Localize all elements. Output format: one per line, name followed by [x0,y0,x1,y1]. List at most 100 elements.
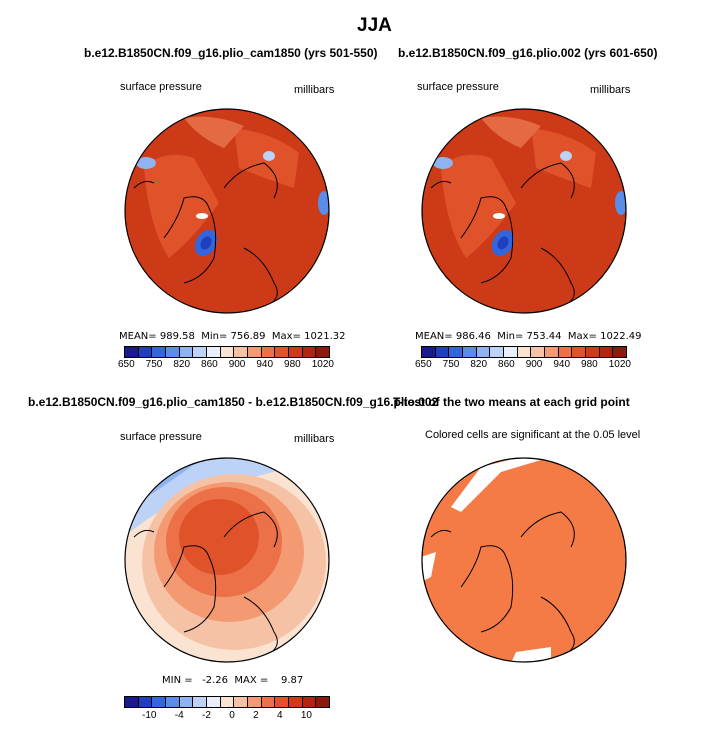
low-pressure-region [433,157,453,169]
non-significant-region [451,458,551,512]
colorbar-swatch [207,697,221,707]
colorbar-tick-label: 940 [256,359,274,370]
colorbar-swatch [289,347,303,357]
max-label: Max= [567,331,597,342]
map-field [422,458,626,662]
colorbar-swatch [152,697,167,707]
panel-title-top-left: b.e12.B1850CN.f09_g16.plio_cam1850 (yrs … [84,46,378,60]
colorbar-swatch [449,347,464,357]
mean-value: 989.58 [159,331,195,342]
colorbar-tick-label: 980 [581,359,598,370]
colorbar-swatch [248,347,262,357]
coastline [430,511,575,658]
colorbar-tick-label: 2 [253,710,259,721]
land-region [481,116,541,148]
colorbar-tick-label: 750 [442,359,460,370]
polar-map-top-right [421,108,627,314]
non-significant-region [422,552,436,582]
mean-label: MEAN= [415,331,453,342]
anomaly-region [179,499,259,575]
colorbar-tick-label: -10 [142,710,157,721]
colorbar-tick-label: 980 [284,359,301,370]
colorbar-tick-label: 940 [553,359,571,370]
colorbar-swatch [234,347,249,357]
colorbar-tick-label: -4 [174,710,184,721]
colorbar-swatch [476,347,491,357]
min-label: Min= [201,331,228,342]
max-value: 1022.49 [600,331,642,342]
stats-top-left: MEAN= 989.58 Min= 756.89 Max= 1021.32 [119,331,345,342]
polar-map-bottom-left [124,457,330,663]
colorbar-swatch [220,347,235,357]
coastline [133,162,278,309]
colorbar-tick-label: 820 [173,359,191,370]
colorbar-top-right [421,346,627,358]
max-value: 1021.32 [304,331,346,342]
colorbar-swatch [490,347,505,357]
colorbar-swatch [302,347,317,357]
high-pressure-region [196,213,208,219]
colorbar-swatch [166,347,180,357]
units-label-bottom-left: millibars [294,433,335,445]
colorbar-swatch [435,347,450,357]
colorbar-swatch [207,347,221,357]
low-pressure-region [497,236,509,250]
colorbar-tick-label: 1020 [311,359,334,370]
colorbar-swatch [531,347,546,357]
low-pressure-region [200,236,212,250]
ttest-subtitle: Colored cells are significant at the 0.0… [425,429,641,441]
colorbar-swatch [166,697,180,707]
colorbar-swatch [261,697,276,707]
colorbar-swatch [220,697,235,707]
stats-top-right: MEAN= 986.46 Min= 753.44 Max= 1022.49 [415,331,641,342]
non-significant-region [511,647,551,662]
colorbar-swatch [586,347,600,357]
min-value: 753.44 [526,331,562,342]
colorbar-tick-label: 650 [118,359,135,370]
colorbar-top-left [124,346,330,358]
colorbar-swatch [125,697,139,707]
colorbar-swatch [572,347,587,357]
colorbar-swatch [316,697,330,707]
colorbar-swatch [248,697,262,707]
colorbar-swatch [463,347,477,357]
colorbar-swatch [517,347,532,357]
low-pressure-region [560,151,572,161]
colorbar-tick-label: 650 [415,359,432,370]
colorbar-swatch [316,347,330,357]
colorbar-tick-label: 0 [229,710,235,721]
colorbar-tick-label: 900 [525,359,543,370]
colorbar-tick-label: 10 [300,710,312,721]
panel-title-top-right: b.e12.B1850CN.f09_g16.plio.002 (yrs 601-… [398,46,658,60]
min-value: 756.89 [230,331,266,342]
variable-label-top-right: surface pressure [417,81,499,93]
stats-bottom-left: MIN = -2.26 MAX = 9.87 [162,675,304,686]
panel-title-bottom-left: b.e12.B1850CN.f09_g16.plio_cam1850 - b.e… [28,395,439,409]
variable-label-bottom-left: surface pressure [120,431,202,443]
high-pressure-region [493,213,505,219]
colorbar-swatch [152,347,167,357]
page-title: JJA [357,15,392,36]
colorbar-bottom-left [124,696,330,708]
colorbar-tick-label: 750 [145,359,163,370]
variable-label-top-left: surface pressure [120,81,202,93]
colorbar-swatch [234,697,249,707]
colorbar-swatch [613,347,627,357]
low-pressure-region [263,151,275,161]
coastline [133,511,278,658]
colorbar-tick-label: 4 [276,710,283,721]
colorbar-swatch [558,347,573,357]
colorbar-swatch [422,347,436,357]
colorbar-ticks-bottom-left: -10 -4 -2 0 2 4 10 [142,710,312,721]
colorbar-swatch [179,347,194,357]
colorbar-ticks-top-right: 650 750 820 860 900 940 980 1020 [415,359,631,370]
colorbar-tick-label: -2 [201,710,211,721]
land-region [184,116,244,148]
panel-title-bottom-right: T-test of the two means at each grid poi… [393,395,630,409]
low-pressure-region [318,191,329,215]
low-pressure-region [136,157,156,169]
colorbar-swatch [599,347,614,357]
colorbar-swatch [138,347,153,357]
min-label: Min= [497,331,524,342]
polar-map-top-left [124,108,330,314]
